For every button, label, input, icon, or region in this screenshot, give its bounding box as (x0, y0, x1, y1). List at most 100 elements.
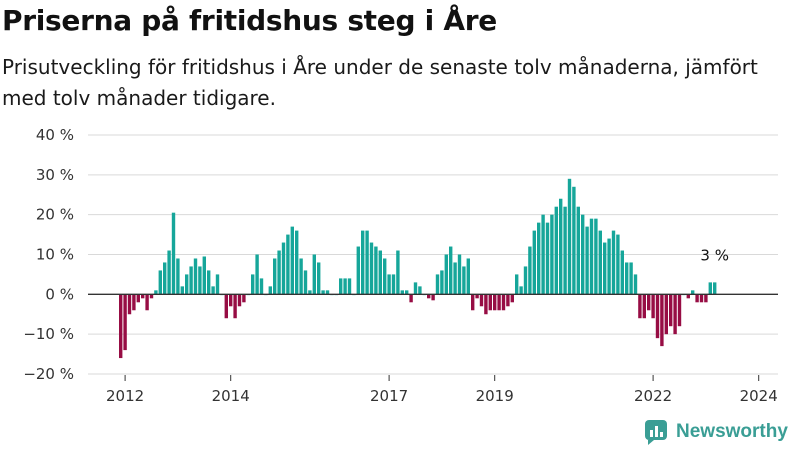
y-tick-label: 40 % (36, 126, 74, 144)
bar (471, 294, 475, 311)
bar (400, 290, 404, 295)
x-tick-label: 2022 (634, 387, 672, 405)
bar (479, 294, 484, 307)
bar (242, 294, 246, 303)
bar (607, 238, 611, 295)
bar (215, 274, 220, 295)
bar (295, 230, 299, 295)
bar (290, 226, 294, 295)
bar (603, 242, 607, 295)
bar (532, 230, 536, 295)
bar (154, 290, 158, 295)
bar (563, 206, 567, 295)
bar (589, 218, 594, 295)
bar (677, 294, 682, 327)
bar (466, 258, 470, 295)
bar (660, 294, 664, 347)
y-tick-label: 10 % (36, 246, 74, 264)
bar (237, 294, 242, 307)
newsworthy-logo: Newsworthy (644, 419, 788, 445)
bar (418, 286, 422, 295)
bar (356, 246, 360, 295)
bar (374, 246, 378, 295)
bar (642, 294, 646, 319)
bar (488, 294, 492, 311)
bar (449, 246, 453, 295)
y-tick-label: 20 % (36, 206, 74, 224)
bar (669, 294, 673, 327)
bar (303, 270, 308, 295)
bar (510, 294, 514, 303)
bar (277, 250, 281, 295)
bar (523, 266, 528, 295)
bar (185, 274, 189, 295)
newsworthy-logo-text: Newsworthy (676, 421, 788, 442)
bar (457, 254, 462, 295)
bar (343, 278, 347, 295)
bar (251, 274, 255, 295)
bar (691, 290, 695, 295)
bar (369, 242, 374, 295)
bar (545, 222, 550, 295)
bar (127, 294, 132, 315)
bar (317, 262, 321, 295)
bar (515, 274, 519, 295)
bar (664, 294, 668, 335)
bar (119, 294, 123, 359)
bar (145, 294, 149, 311)
bar (528, 246, 532, 295)
bar (233, 294, 237, 319)
bar (462, 266, 466, 295)
bar (440, 270, 444, 295)
bar (585, 226, 589, 295)
bar (611, 230, 616, 295)
bar (299, 258, 303, 295)
y-tick-label: 0 % (45, 285, 74, 303)
bar (171, 212, 176, 295)
bar (431, 294, 435, 301)
bar (189, 266, 193, 295)
x-tick-label: 2014 (212, 387, 250, 405)
bar (647, 294, 651, 311)
bar (281, 242, 286, 295)
bar (202, 256, 206, 295)
bar (686, 294, 690, 299)
bar (620, 250, 624, 295)
bar (286, 234, 290, 295)
latest-value-annotation: 3 % (700, 246, 729, 264)
bar (537, 222, 541, 295)
bar (405, 290, 409, 295)
bar (207, 270, 211, 295)
bar (708, 282, 712, 295)
y-tick-label: −10 % (23, 325, 74, 343)
bar (651, 294, 655, 319)
bar (325, 290, 330, 295)
bar (475, 294, 479, 299)
bar (268, 286, 272, 295)
bar (387, 274, 391, 295)
bar (493, 294, 497, 311)
bar (704, 294, 708, 303)
bar (444, 254, 448, 295)
bar (409, 294, 413, 303)
bar (655, 294, 660, 339)
bar (273, 258, 277, 295)
bar (383, 258, 387, 295)
bar (365, 230, 369, 295)
bar (598, 230, 602, 295)
bar (163, 262, 167, 295)
bar (321, 290, 325, 295)
bar (576, 206, 580, 295)
bar (141, 294, 145, 299)
bar (180, 286, 184, 295)
bar (259, 278, 264, 295)
bar (559, 198, 563, 295)
bar (339, 278, 343, 295)
bar (506, 294, 510, 307)
bar (193, 258, 198, 295)
bar (550, 214, 554, 295)
x-tick-label: 2024 (740, 387, 778, 405)
bar (567, 178, 572, 295)
bar (625, 262, 629, 295)
chart-subtitle: Prisutveckling för fritidshus i Åre unde… (2, 55, 758, 110)
